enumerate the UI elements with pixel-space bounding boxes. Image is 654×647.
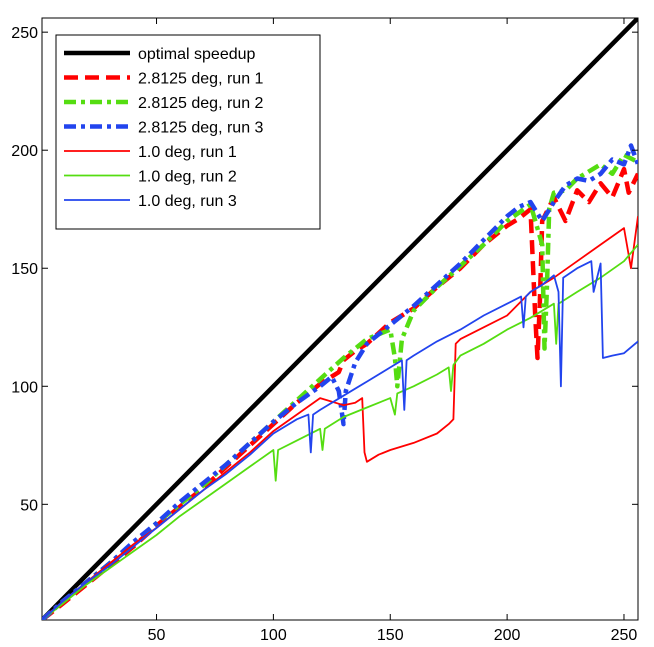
series-line-optimal-speedup [42, 18, 638, 620]
y-tick-label: 250 [11, 25, 38, 42]
legend-label: 1.0 deg, run 3 [138, 193, 237, 210]
series-line-1-0-deg-run-3 [42, 260, 638, 620]
legend-entry-1-0-deg-run-1: 1.0 deg, run 1 [64, 144, 237, 161]
series-line-1-0-deg-run-2 [42, 244, 638, 620]
y-tick-label: 100 [11, 379, 38, 396]
legend-entry-2-8125-deg-run-2: 2.8125 deg, run 2 [64, 95, 264, 112]
x-tick-label: 250 [611, 627, 638, 644]
legend-label: 2.8125 deg, run 2 [138, 95, 264, 112]
legend: optimal speedup 2.8125 deg, run 1 2.8125 d… [55, 34, 321, 230]
x-tick-label: 100 [260, 627, 287, 644]
ticks-layer: 50 100 150 200 250 50 100 150 200 250 [11, 18, 638, 644]
y-tick-label: 50 [20, 497, 38, 514]
legend-entry-optimal-speedup: optimal speedup [64, 46, 256, 63]
x-tick-label: 50 [148, 627, 166, 644]
legend-label: 2.8125 deg, run 3 [138, 120, 264, 137]
legend-entry-2-8125-deg-run-1: 2.8125 deg, run 1 [64, 71, 264, 88]
legend-entries: optimal speedup 2.8125 deg, run 1 2.8125 d… [64, 46, 264, 210]
series-line-2-8125-deg-run-3 [42, 143, 638, 620]
legend-entry-1-0-deg-run-2: 1.0 deg, run 2 [64, 169, 237, 186]
legend-entry-2-8125-deg-run-3: 2.8125 deg, run 3 [64, 120, 264, 137]
y-tick-label: 150 [11, 261, 38, 278]
plot-area: 50 100 150 200 250 50 100 150 200 250 [11, 17, 639, 644]
legend-label: optimal speedup [138, 46, 256, 63]
x-tick-label: 200 [494, 627, 521, 644]
legend-entry-1-0-deg-run-3: 1.0 deg, run 3 [64, 193, 237, 210]
x-tick-label: 150 [377, 627, 404, 644]
legend-label: 2.8125 deg, run 1 [138, 71, 264, 88]
legend-label: 1.0 deg, run 1 [138, 144, 237, 161]
legend-label: 1.0 deg, run 2 [138, 169, 237, 186]
series-layer [42, 18, 638, 620]
y-tick-label: 200 [11, 143, 38, 160]
legend-box [55, 34, 321, 230]
